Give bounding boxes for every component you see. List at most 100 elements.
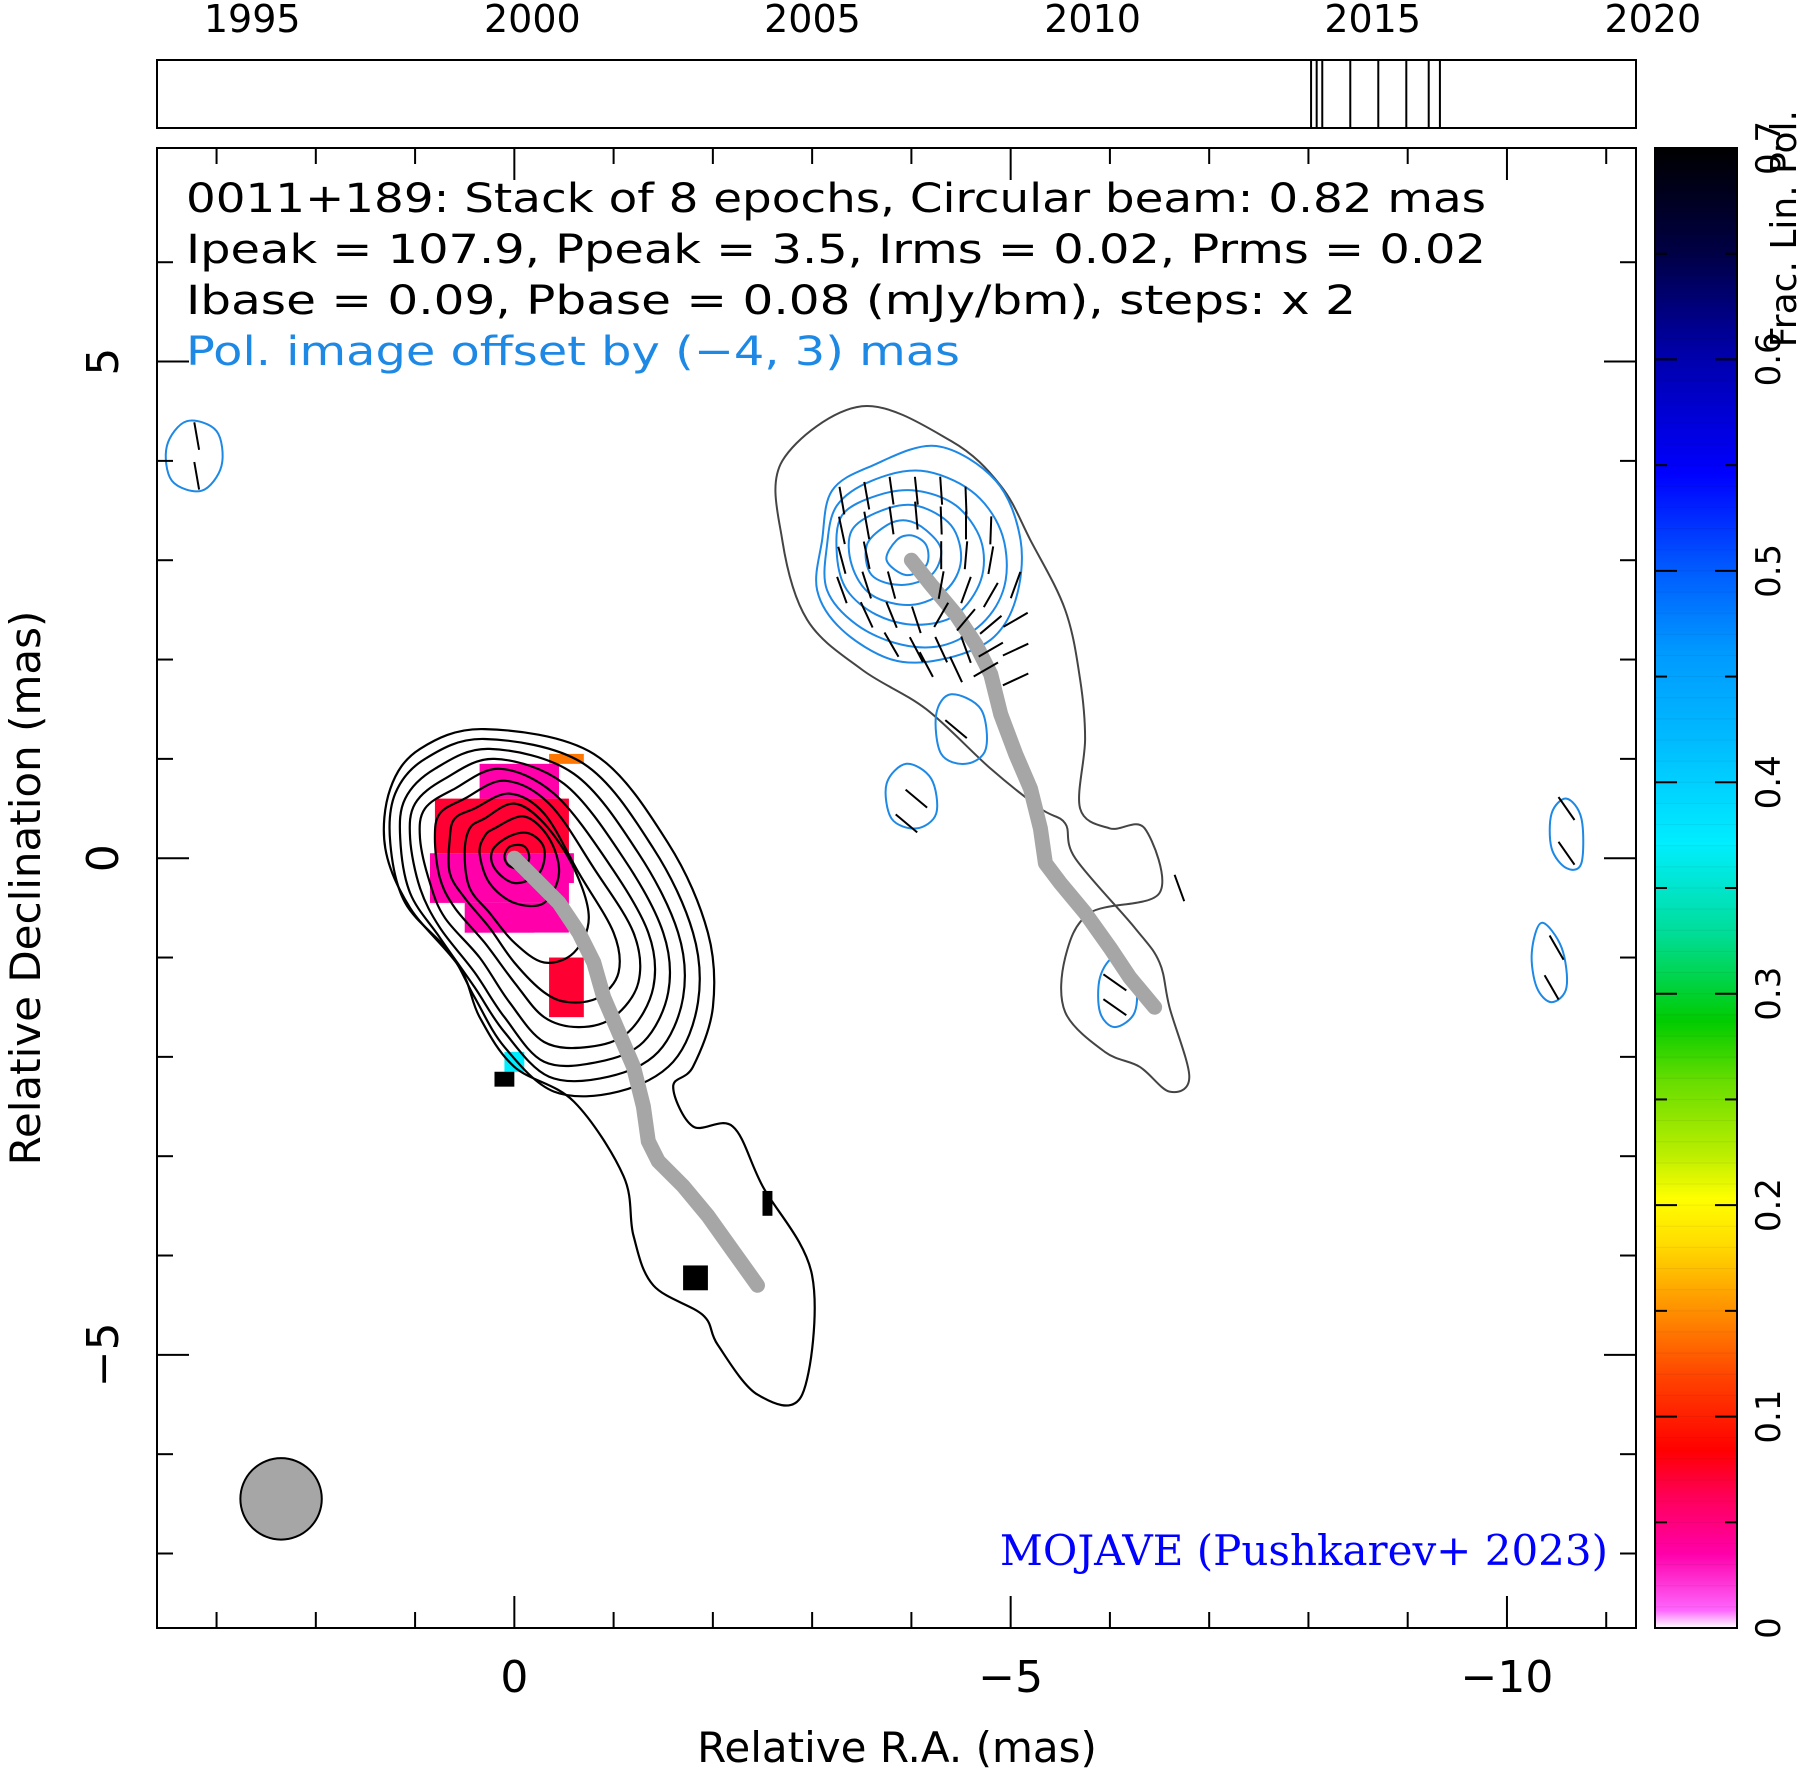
evpa-tick [918, 651, 934, 678]
ridge-line [506, 850, 765, 1293]
evpa-tick [989, 516, 993, 545]
evpa-tick [944, 719, 968, 739]
pol-contour [847, 503, 963, 606]
evpa-tick [836, 576, 848, 604]
evpa-tick [913, 476, 919, 505]
evpa-tick [960, 576, 972, 604]
timeline-tick-label: 1995 [204, 0, 301, 41]
intensity-contour [408, 757, 672, 1068]
evpa-tick [1102, 973, 1127, 992]
credit-text: MOJAVE (Pushkarev+ 2023) [1000, 1526, 1608, 1575]
timeline-tick-label: 2000 [484, 0, 581, 41]
evpa-tick [193, 422, 201, 450]
colorbar-tick-label: 0.5 [1749, 544, 1789, 598]
evpa-ticks [193, 422, 1576, 1017]
intensity-contour [478, 815, 561, 908]
x-axis-label: Relative R.A. (mas) [697, 1723, 1097, 1772]
colorbar-tick-label: 0.2 [1749, 1178, 1789, 1232]
evpa-tick [1002, 672, 1029, 687]
x-tick-label: −5 [978, 1652, 1043, 1703]
colorbar-ticks: 0 0.1 0.2 0.3 0.4 0.5 0.6 0.7 [1655, 121, 1789, 1639]
frac-pol-cell [762, 1190, 773, 1216]
evpa-tick [904, 788, 928, 809]
title-line-1: 0011+189: Stack of 8 epochs, Circular be… [186, 176, 1486, 222]
evpa-tick [978, 641, 1004, 658]
timeline-frame [156, 59, 1637, 129]
evpa-tick [911, 606, 922, 634]
evpa-tick [883, 632, 900, 658]
evpa-tick [838, 516, 846, 545]
colorbar-tick-label: 0.6 [1749, 332, 1789, 386]
evpa-tick [1543, 974, 1560, 1000]
intensity-contour [418, 767, 657, 1050]
colorbar: 0 0.1 0.2 0.3 0.4 0.5 0.6 0.7 Frac. Lin. Pol. [1654, 110, 1805, 1639]
frac-pol-cell [549, 957, 584, 1018]
frac-pol-cell [504, 1051, 525, 1072]
evpa-tick [979, 615, 1003, 635]
x-tick-label: −10 [1461, 1652, 1554, 1703]
pol-island-contour [934, 693, 988, 765]
timeline-epochs [1310, 60, 1441, 128]
info-text: 0011+189: Stack of 8 epochs, Circular be… [186, 176, 1608, 1575]
evpa-tick [1173, 874, 1186, 902]
evpa-tick [895, 813, 918, 834]
y-axis-label: Relative Declination (mas) [1, 611, 50, 1166]
evpa-tick [193, 461, 201, 490]
y-axis-ticks: 5 0 −5 [78, 261, 1636, 1555]
colorbar-tick-label: 0 [1749, 1617, 1789, 1639]
colorbar-tick-label: 0.1 [1749, 1390, 1789, 1444]
title-line-2: Ipeak = 107.9, Ppeak = 3.5, Irms = 0.02,… [186, 227, 1486, 273]
pol-total-contour [774, 405, 1191, 1094]
pol-contour [885, 534, 930, 577]
offset-note: Pol. image offset by (−4, 3) mas [186, 329, 960, 375]
pol-ridge-line [903, 552, 1163, 1015]
evpa-tick [956, 608, 976, 632]
evpa-tick [939, 476, 944, 505]
evpa-tick [886, 571, 897, 599]
colorbar-tick-label: 0.7 [1749, 121, 1789, 175]
evpa-tick [939, 506, 943, 535]
x-axis-ticks: 0 −5 −10 [215, 148, 1608, 1703]
evpa-tick [861, 571, 872, 599]
pol-contour [823, 469, 1008, 649]
timeline: 1995 2000 2005 2010 2015 2020 [156, 0, 1701, 129]
evpa-tick [859, 601, 874, 628]
evpa-tick [1557, 841, 1576, 866]
evpa-tick [949, 656, 963, 683]
evpa-tick [987, 546, 995, 575]
evpa-tick [1009, 571, 1022, 599]
pol-island-contour [884, 762, 939, 830]
intensity-contour [463, 802, 590, 964]
y-tick-label: 5 [78, 348, 129, 376]
frac-pol-cell [549, 753, 584, 764]
colorbar-tick-label: 0.3 [1749, 967, 1789, 1021]
evpa-tick [960, 636, 972, 664]
map-panel: 0 −5 −10 5 0 −5 [78, 147, 1637, 1703]
x-tick-label: 0 [500, 1652, 528, 1703]
timeline-tick-label: 2005 [764, 0, 861, 41]
evpa-tick [908, 636, 924, 663]
timeline-tick-label: 2015 [1324, 0, 1421, 41]
evpa-tick [838, 486, 846, 515]
y-tick-label: −5 [78, 1322, 129, 1387]
evpa-tick [982, 582, 999, 608]
pol-island-contour [1530, 921, 1569, 1004]
intensity-contour [398, 747, 687, 1083]
frac-pol-cell [683, 1265, 708, 1291]
evpa-tick [863, 481, 871, 510]
evpa-tick [964, 486, 968, 515]
evpa-tick [1102, 998, 1127, 1017]
colorbar-fill [1655, 148, 1737, 1628]
colorbar-label: Frac. Lin. Pol. [1764, 110, 1805, 347]
evpa-tick [1548, 934, 1565, 961]
y-tick-label: 0 [78, 844, 129, 872]
evpa-tick [1002, 611, 1029, 628]
timeline-tick-label: 2020 [1604, 0, 1701, 41]
frac-pol-cell [494, 1071, 515, 1087]
evpa-tick [862, 541, 871, 570]
evpa-tick [1002, 642, 1029, 657]
evpa-tick [1557, 796, 1576, 821]
colorbar-tick-label: 0.4 [1749, 755, 1789, 809]
evpa-tick [888, 506, 895, 535]
